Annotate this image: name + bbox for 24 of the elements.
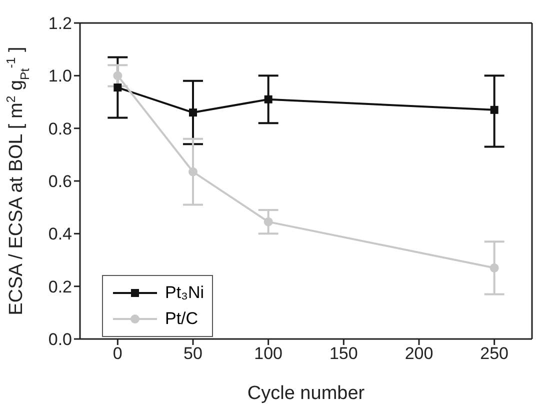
point	[188, 167, 198, 176]
point	[490, 106, 498, 114]
x-tick-label: 150	[329, 344, 358, 364]
x-tick-label: 0	[112, 344, 122, 364]
y-tick-label: 1.2	[48, 14, 72, 34]
point	[189, 108, 197, 117]
point	[114, 84, 122, 92]
x-tick-label: 200	[404, 344, 434, 364]
x-tick-label: 100	[254, 344, 283, 364]
point	[264, 217, 273, 226]
legend-label: Pt/C	[165, 308, 198, 330]
y-tick-label: 0.4	[48, 224, 72, 244]
point	[264, 95, 272, 104]
x-tick-label: 250	[480, 344, 509, 364]
x-tick-label: 50	[184, 344, 202, 364]
y-tick-label: 0.2	[48, 277, 72, 296]
y-tick-label: 0.6	[48, 172, 72, 192]
y-tick-label: 0.8	[48, 119, 72, 138]
point	[490, 263, 499, 272]
point	[113, 71, 122, 80]
y-tick-label: 1.0	[48, 66, 72, 86]
x-axis-title: Cycle number	[247, 383, 366, 404]
y-tick-label: 0.0	[48, 330, 72, 350]
legend-label: Pt₃Ni	[165, 282, 204, 304]
